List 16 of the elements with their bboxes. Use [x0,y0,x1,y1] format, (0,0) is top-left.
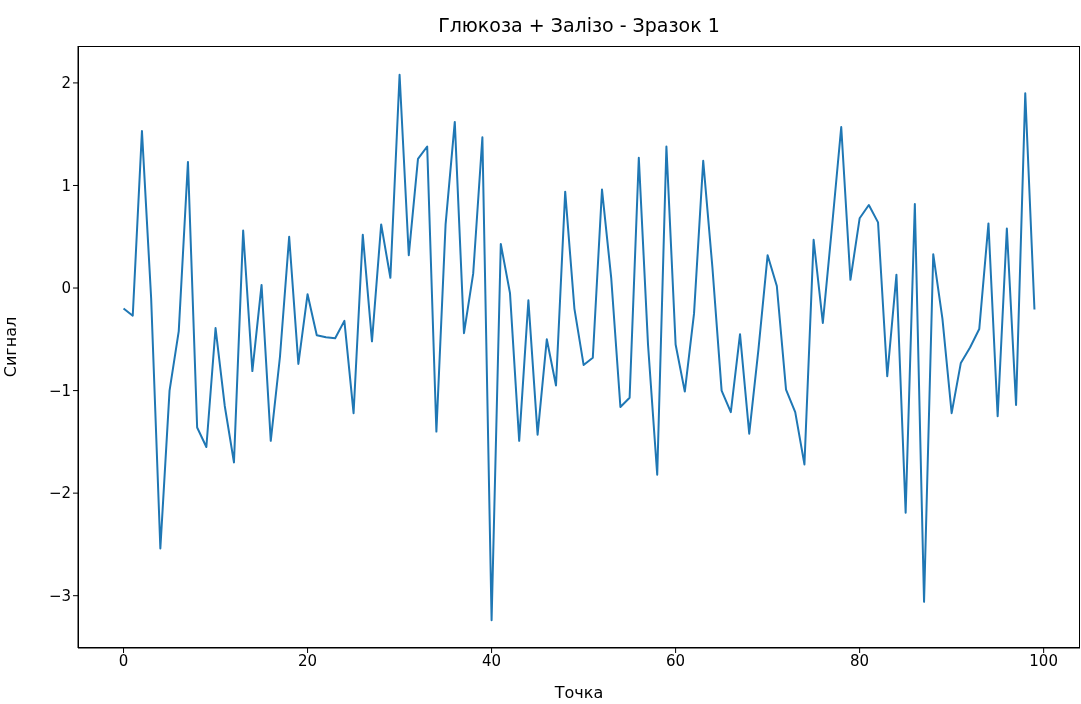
x-tick-label: 80 [850,651,870,670]
line-series [122,73,1036,622]
y-tick-label: 2 [61,74,71,93]
y-tick-label: −3 [48,587,71,606]
y-axis-title: Сигнал [0,316,20,378]
y-tick-label: 0 [61,279,71,298]
x-tick-label: 20 [298,651,318,670]
y-tick-label: −1 [48,381,71,400]
x-axis-title: Точка [553,683,604,702]
y-tick-label: 1 [61,176,71,195]
y-tick-label: −2 [48,484,71,503]
x-tick-label: 60 [666,651,686,670]
x-tick-label: 40 [482,651,502,670]
chart-title: Глюкоза + Залізо - Зразок 1 [437,14,721,36]
x-tick-label: 100 [1029,651,1058,670]
x-tick-label: 0 [118,651,129,670]
